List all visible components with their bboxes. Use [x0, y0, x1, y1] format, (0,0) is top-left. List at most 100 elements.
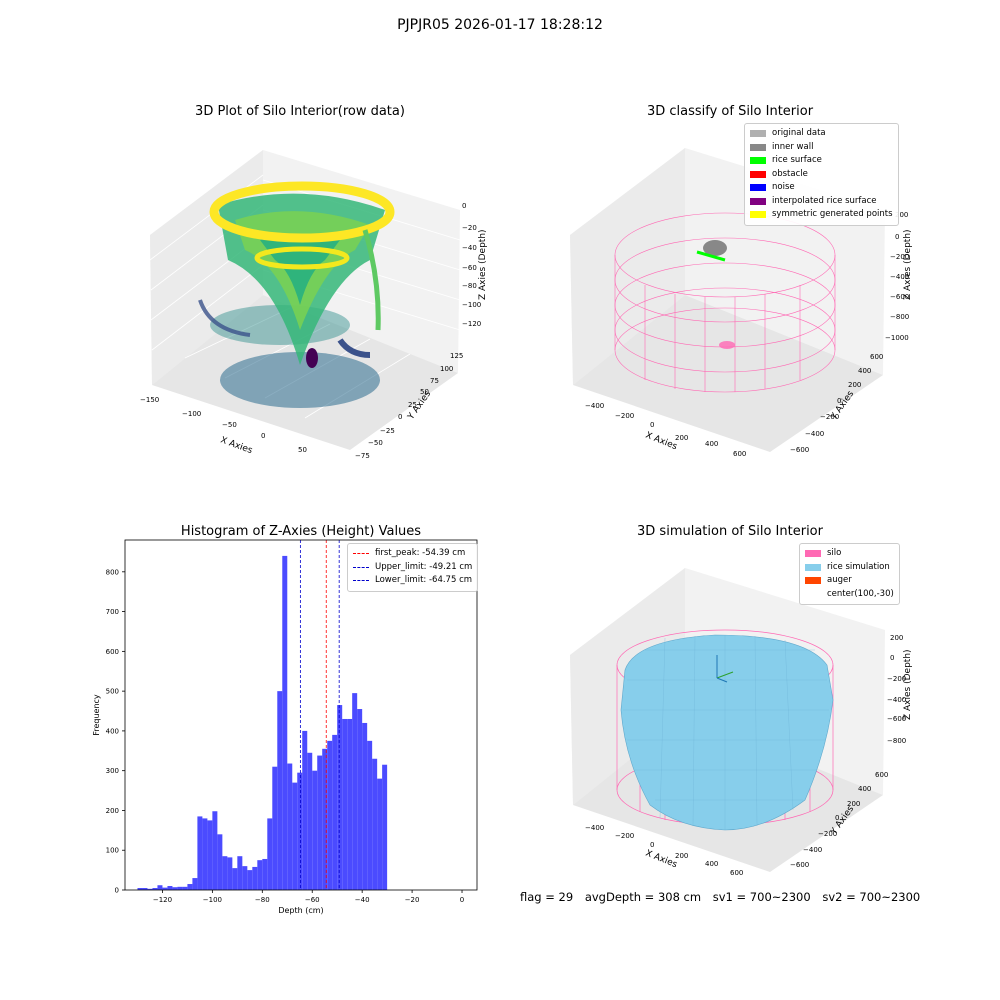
- p1-ytick-7: 100: [440, 365, 453, 373]
- p2-ztick-2: −200: [890, 253, 909, 261]
- panel2-rice-surface: [696, 250, 726, 262]
- histogram-bar: [242, 866, 248, 890]
- p1-ztick-4: −80: [462, 282, 477, 290]
- histogram-bar: [287, 763, 293, 890]
- panel1-3d-plot: −150 −100 −50 0 50 −75 −50 −25 0 25 50 7…: [140, 150, 488, 460]
- p1-ytick-3: 0: [398, 413, 402, 421]
- legend-swatch: [750, 197, 766, 205]
- p1-xtick-3: 0: [261, 432, 265, 440]
- y-tick-label: 0: [115, 887, 119, 895]
- legend-item: inner wall: [750, 141, 893, 155]
- p1-xtick-4: 50: [298, 446, 307, 454]
- legend-item: Upper_limit: -49.21 cm: [353, 561, 472, 575]
- histogram-bar: [302, 730, 308, 890]
- histogram-chart: −120 −100 −80 −60 −40 −20 0 0 100 200 300 400 500 600…: [92, 539, 478, 915]
- sv1-text: sv1 = 700~2300: [712, 890, 811, 904]
- panel3-legend: first_peak: -54.39 cm Upper_limit: -49.21…: [347, 543, 479, 592]
- histogram-bar: [207, 820, 213, 890]
- histogram-bar: [317, 755, 323, 890]
- p2-xlabel: X Axies: [644, 431, 679, 453]
- histogram-bar: [237, 856, 243, 890]
- x-tick-label: −40: [355, 896, 370, 904]
- legend-swatch: [805, 550, 821, 558]
- legend-label: Upper_limit: -49.21 cm: [375, 561, 473, 572]
- x-tick-label: −60: [305, 896, 320, 904]
- legend-item: silo: [805, 547, 894, 561]
- histogram-bar: [232, 868, 238, 890]
- p2-ztick-6: −1000: [885, 334, 909, 342]
- p1-xtick-2: −50: [222, 421, 237, 429]
- avg-depth-text: avgDepth = 308 cm: [584, 890, 702, 904]
- histogram-bar: [282, 555, 288, 890]
- p4-xtick-0: −400: [585, 824, 604, 832]
- legend-item: Lower_limit: -64.75 cm: [353, 574, 472, 588]
- panel4-legend: silo rice simulation auger center(100,-30): [799, 543, 900, 605]
- p1-ytick-6: 75: [430, 377, 439, 385]
- legend-label: obstacle: [772, 168, 808, 179]
- histogram-bar: [252, 866, 258, 890]
- panel2-legend: original data inner wall rice surface obsta…: [744, 123, 899, 226]
- histogram-bar: [257, 860, 263, 890]
- legend-label: rice simulation: [827, 561, 890, 572]
- histogram-bar: [377, 778, 383, 890]
- legend-label: first_peak: -54.39 cm: [375, 548, 466, 558]
- y-tick-label: 300: [106, 767, 119, 775]
- histogram-bar: [292, 782, 298, 890]
- histogram-bar: [297, 772, 303, 890]
- p4-ztick-0: 200: [890, 634, 903, 642]
- p1-zlabel: Z Axies (Depth): [478, 229, 488, 300]
- p2-zlabel: Z Axies (Depth): [903, 229, 913, 300]
- p4-ztick-1: 0: [890, 654, 894, 662]
- histogram-bar: [357, 709, 363, 890]
- histogram-bar: [172, 887, 178, 890]
- p4-xlabel: X Axies: [644, 849, 679, 871]
- p1-ytick-8: 125: [450, 352, 463, 360]
- histogram-bar: [337, 705, 343, 890]
- plot-frame: [124, 539, 478, 891]
- x-tick-label: 0: [460, 896, 464, 904]
- panel2-silo-wireframe: [614, 212, 836, 393]
- legend-label: silo: [827, 548, 842, 558]
- p1-ytick-1: −50: [368, 439, 383, 447]
- histogram-bar: [202, 818, 208, 890]
- histogram-bar: [227, 857, 233, 890]
- histogram-bar: [322, 748, 328, 890]
- p4-ztick-2: −200: [887, 675, 906, 683]
- panel3-title: Histogram of Z-Axies (Height) Values: [180, 524, 422, 539]
- legend-label: interpolated rice surface: [772, 195, 877, 206]
- histogram-bar: [312, 770, 318, 890]
- histogram-bar: [262, 858, 268, 890]
- panel4-3d-plot: −400 −200 0 200 400 600 −600 −400 −200 0…: [570, 568, 913, 877]
- histogram-bar: [187, 884, 193, 890]
- y-tick-label: 200: [106, 807, 119, 815]
- histogram-bar: [162, 887, 168, 890]
- p4-ztick-3: −400: [887, 696, 906, 704]
- p2-xtick-3: 200: [675, 434, 688, 442]
- legend-item: center(100,-30): [805, 588, 894, 602]
- p2-ztick-4: −600: [890, 293, 909, 301]
- p1-ztick-2: −40: [462, 244, 477, 252]
- histogram-bar: [367, 740, 373, 890]
- legend-item: auger: [805, 574, 894, 588]
- p2-ztick-5: −800: [890, 313, 909, 321]
- panel4-center-marker: [716, 655, 734, 683]
- legend-swatch: [353, 580, 369, 582]
- histogram-bar: [157, 885, 163, 890]
- histogram-bar: [272, 766, 278, 890]
- histogram-bar: [327, 740, 333, 890]
- legend-item: interpolated rice surface: [750, 195, 893, 209]
- p1-ytick-0: −75: [355, 452, 370, 460]
- legend-label: original data: [772, 128, 826, 138]
- p1-ztick-6: −120: [462, 320, 481, 328]
- legend-swatch: [750, 211, 766, 219]
- histogram-bar: [362, 722, 368, 890]
- legend-label: auger: [827, 575, 852, 585]
- y-tick-label: 100: [106, 847, 119, 855]
- p2-xtick-4: 400: [705, 440, 718, 448]
- legend-label: inner wall: [772, 141, 814, 152]
- histogram-bar: [167, 886, 173, 890]
- histogram-bar: [152, 888, 158, 890]
- panel4-rice-surface: [620, 634, 834, 831]
- x-tick-label: −100: [203, 896, 222, 904]
- legend-swatch: [750, 143, 766, 151]
